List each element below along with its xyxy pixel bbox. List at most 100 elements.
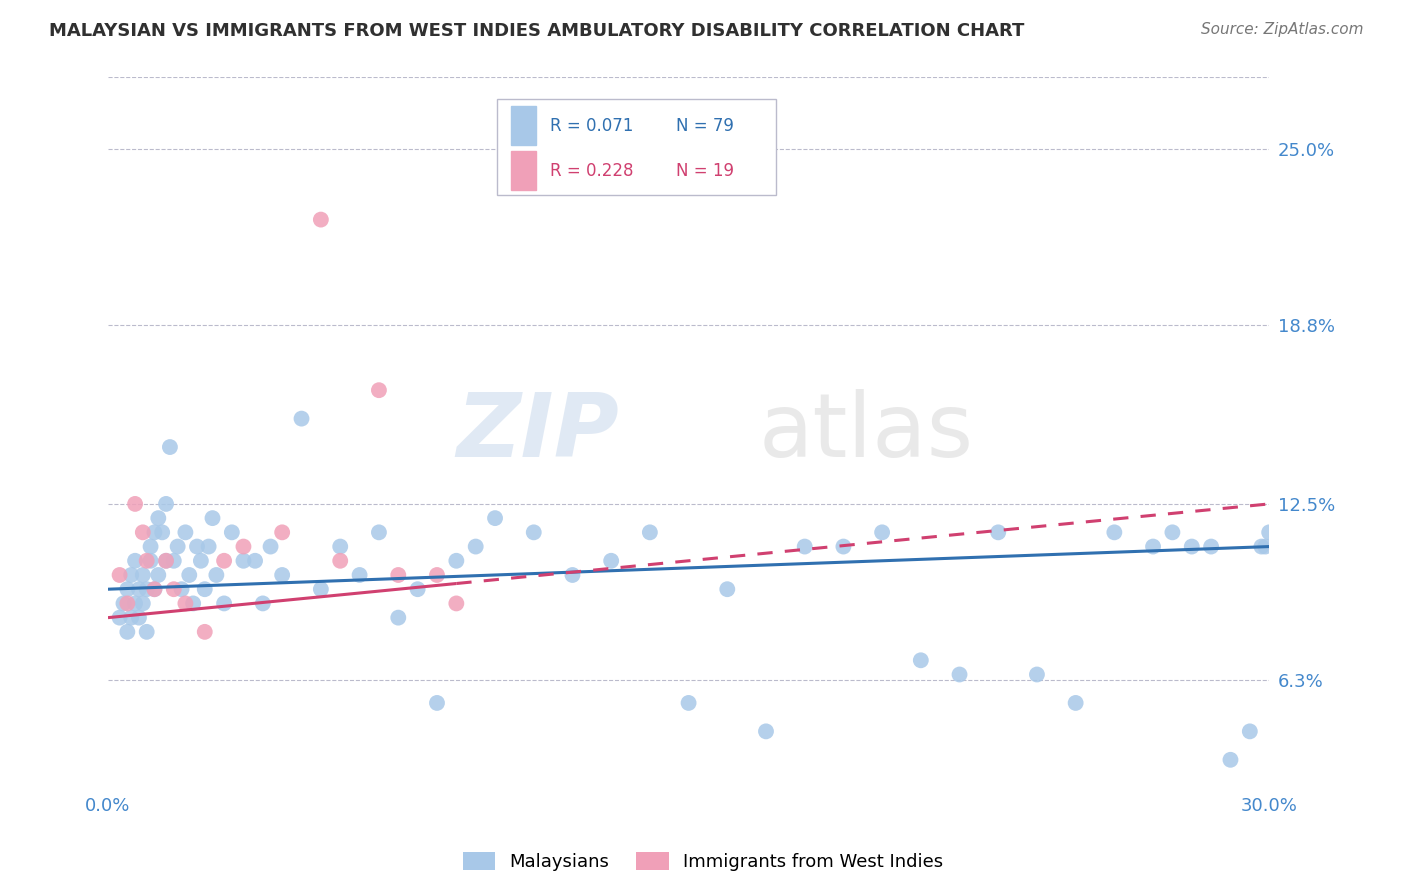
- Point: [1064, 696, 1087, 710]
- Point: [426, 568, 449, 582]
- Point: [987, 525, 1010, 540]
- Point: [232, 540, 254, 554]
- Point: [150, 525, 173, 540]
- Point: [221, 525, 243, 540]
- Point: [143, 525, 166, 540]
- Point: [181, 596, 204, 610]
- Point: [205, 568, 228, 582]
- Point: [132, 525, 155, 540]
- Point: [387, 568, 409, 582]
- Point: [117, 582, 139, 597]
- Point: [112, 596, 135, 610]
- Point: [1258, 525, 1281, 540]
- Point: [484, 511, 506, 525]
- Point: [186, 540, 208, 554]
- Point: [349, 568, 371, 582]
- Point: [135, 624, 157, 639]
- Point: [309, 212, 332, 227]
- Point: [194, 582, 217, 597]
- Point: [232, 554, 254, 568]
- Point: [174, 525, 197, 540]
- Point: [446, 596, 468, 610]
- Point: [329, 540, 352, 554]
- Point: [252, 596, 274, 610]
- Point: [108, 610, 131, 624]
- Point: [1254, 540, 1277, 554]
- Point: [139, 540, 162, 554]
- Point: [832, 540, 855, 554]
- Point: [387, 610, 409, 624]
- Point: [948, 667, 970, 681]
- Point: [124, 554, 146, 568]
- Point: [243, 554, 266, 568]
- FancyBboxPatch shape: [496, 99, 776, 194]
- Point: [163, 554, 186, 568]
- Text: N = 19: N = 19: [676, 161, 734, 179]
- Point: [368, 525, 391, 540]
- Point: [309, 582, 332, 597]
- Point: [678, 696, 700, 710]
- Point: [124, 596, 146, 610]
- Point: [329, 554, 352, 568]
- Point: [132, 568, 155, 582]
- Point: [464, 540, 486, 554]
- Point: [523, 525, 546, 540]
- Point: [1104, 525, 1126, 540]
- Point: [716, 582, 738, 597]
- Point: [163, 582, 186, 597]
- Bar: [510, 106, 537, 145]
- Point: [910, 653, 932, 667]
- Point: [793, 540, 815, 554]
- Point: [212, 554, 235, 568]
- Legend: Malaysians, Immigrants from West Indies: Malaysians, Immigrants from West Indies: [456, 845, 950, 879]
- Point: [170, 582, 193, 597]
- Point: [212, 596, 235, 610]
- Text: Source: ZipAtlas.com: Source: ZipAtlas.com: [1201, 22, 1364, 37]
- Point: [201, 511, 224, 525]
- Point: [290, 411, 312, 425]
- Point: [406, 582, 429, 597]
- Point: [148, 568, 170, 582]
- Point: [179, 568, 201, 582]
- Text: ZIP: ZIP: [456, 389, 619, 476]
- Point: [135, 582, 157, 597]
- Point: [194, 624, 217, 639]
- Bar: [510, 151, 537, 190]
- Point: [159, 440, 181, 454]
- Point: [446, 554, 468, 568]
- Text: R = 0.228: R = 0.228: [550, 161, 634, 179]
- Point: [1239, 724, 1261, 739]
- Point: [155, 554, 177, 568]
- Point: [197, 540, 219, 554]
- Point: [1199, 540, 1222, 554]
- Text: R = 0.071: R = 0.071: [550, 117, 634, 135]
- Point: [155, 554, 177, 568]
- Point: [259, 540, 281, 554]
- Point: [190, 554, 212, 568]
- Point: [1250, 540, 1272, 554]
- Point: [600, 554, 623, 568]
- Point: [1026, 667, 1049, 681]
- Point: [128, 610, 150, 624]
- Point: [128, 582, 150, 597]
- Text: atlas: atlas: [758, 389, 973, 476]
- Point: [638, 525, 661, 540]
- Point: [561, 568, 583, 582]
- Text: MALAYSIAN VS IMMIGRANTS FROM WEST INDIES AMBULATORY DISABILITY CORRELATION CHART: MALAYSIAN VS IMMIGRANTS FROM WEST INDIES…: [49, 22, 1025, 40]
- Point: [135, 554, 157, 568]
- Point: [870, 525, 893, 540]
- Point: [117, 624, 139, 639]
- Point: [120, 610, 142, 624]
- Point: [1161, 525, 1184, 540]
- Text: N = 79: N = 79: [676, 117, 734, 135]
- Point: [271, 525, 294, 540]
- Point: [1142, 540, 1164, 554]
- Point: [124, 497, 146, 511]
- Point: [143, 582, 166, 597]
- Point: [271, 568, 294, 582]
- Point: [166, 540, 188, 554]
- Point: [108, 568, 131, 582]
- Point: [368, 383, 391, 397]
- Point: [132, 596, 155, 610]
- Point: [426, 696, 449, 710]
